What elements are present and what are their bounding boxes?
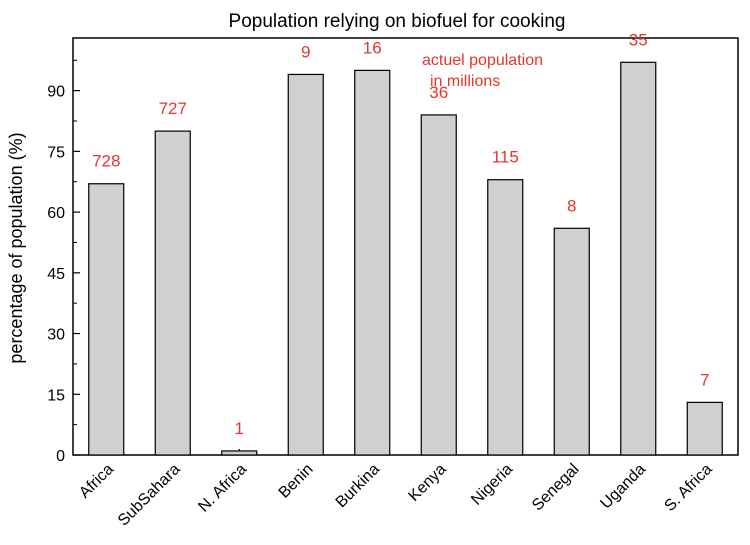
x-category-label: N. Africa [195,461,250,516]
bar-nigeria [487,179,524,456]
y-axis-ticks: 0 15 30 45 60 75 90 [47,59,80,465]
plot-frame [72,37,739,456]
x-category-label: S. Africa [661,461,715,515]
y-tick-label: 0 [56,448,65,465]
y-tick-label: 75 [47,144,65,161]
plot-area-border [72,37,739,456]
data-labels-group: 728 727 1 9 16 36 115 8 35 7 [92,30,709,438]
bar-benin [287,73,324,456]
x-category-label: Benin [276,461,317,502]
data-label: 8 [567,196,576,215]
bar-burkina [354,69,391,456]
y-tick-label: 60 [47,205,65,222]
data-label: 35 [629,30,648,49]
bar-senegal [553,227,590,456]
bars-group [88,61,723,456]
bar-uganda [620,61,657,456]
data-label: 728 [92,152,120,171]
x-category-label: Uganda [597,461,649,513]
bar-kenya [420,114,457,456]
bar-s-africa [686,401,723,456]
data-label: 16 [363,38,382,57]
x-category-label: Africa [76,461,117,502]
y-axis-label: percentage of population (%) [6,132,26,363]
data-label: 115 [492,148,519,167]
annotation-line-1: actuel population [422,52,543,69]
data-label: 9 [301,42,310,61]
y-tick-label: 15 [47,387,65,404]
bar-n-africa [221,450,258,456]
data-label: 1 [235,419,244,438]
y-tick-label: 30 [47,327,65,344]
bar-africa [88,183,125,456]
annotation-line-2: in millions [430,73,500,90]
x-category-label: Nigeria [468,461,516,509]
bar-subsahara [154,130,191,456]
annotation-note: actuel population in millions [422,52,543,90]
data-label: 36 [429,83,448,102]
x-category-label: Kenya [405,461,449,505]
y-tick-label: 90 [47,84,65,101]
x-category-label: Senegal [529,461,583,515]
x-category-label: Burkina [333,461,383,511]
data-label: 727 [159,99,187,118]
y-tick-label: 45 [47,266,65,283]
data-label: 7 [700,370,709,389]
chart-title: Population relying on biofuel for cookin… [229,11,566,32]
x-category-label: SubSahara [115,461,184,530]
